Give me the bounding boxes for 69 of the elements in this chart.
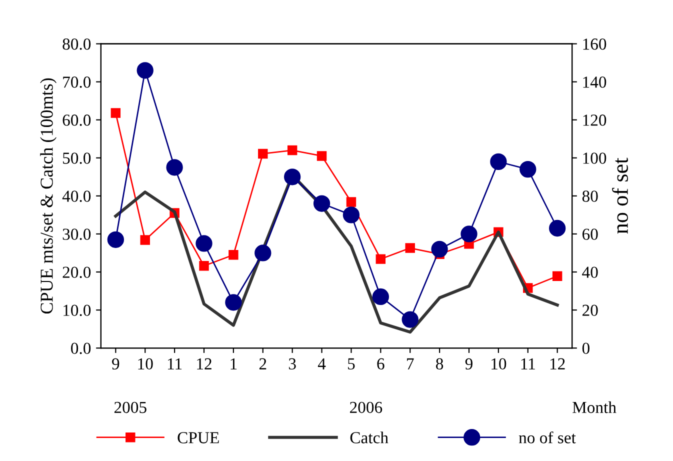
- legend-label: no of set: [518, 431, 576, 444]
- point: [548, 220, 566, 237]
- y2-tick-label: 60: [582, 228, 598, 240]
- point: [287, 145, 298, 156]
- text: 2006: [350, 402, 382, 414]
- y2-tick-label: 120: [583, 114, 606, 126]
- y2-tick-label: 0: [582, 342, 590, 354]
- y2-tick-label: 40: [582, 266, 598, 278]
- x-tick-label: 12: [550, 358, 565, 370]
- point: [316, 151, 327, 161]
- x-tick-label: 3: [288, 358, 296, 370]
- y2-tick-label: 160: [583, 38, 606, 50]
- point: [520, 160, 536, 178]
- point: [254, 244, 272, 262]
- y-tick-label: 0.0: [71, 342, 91, 354]
- y-tick-label: 70.0: [63, 76, 91, 88]
- y2-tick-label: 20: [582, 304, 598, 316]
- y-tick-label: 80.0: [62, 38, 91, 50]
- point: [140, 235, 150, 245]
- point: [225, 294, 242, 311]
- point: [228, 250, 238, 260]
- y-tick-label: 50.0: [63, 152, 91, 164]
- point: [107, 231, 124, 248]
- point: [402, 311, 418, 328]
- point: [460, 226, 478, 242]
- point: [346, 197, 356, 207]
- y-tick-label: 60.0: [62, 114, 91, 126]
- point: [284, 168, 301, 186]
- x-tick-label: 1: [230, 358, 237, 370]
- point: [372, 288, 389, 306]
- x-tick-label: 4: [318, 358, 326, 370]
- legend-label: CPUE: [178, 432, 219, 444]
- x-tick-label: 12: [197, 358, 212, 370]
- y2-tick-label: 80: [582, 190, 598, 202]
- y-tick-label: 30.0: [62, 228, 91, 240]
- point: [342, 206, 360, 224]
- point: [552, 271, 562, 282]
- point: [376, 254, 386, 264]
- text: 2005: [114, 402, 146, 414]
- y2-tick-label: 100: [583, 152, 606, 164]
- point: [196, 235, 212, 252]
- y-tick-label: 10.0: [64, 304, 91, 316]
- point: [166, 159, 183, 176]
- x-tick-label: 8: [436, 358, 444, 370]
- y-axis-title: CPUE mts/set & Catch (100mts): [40, 78, 57, 314]
- point: [431, 240, 448, 258]
- point: [405, 243, 415, 253]
- point: [258, 148, 268, 159]
- point: [490, 153, 507, 170]
- point: [136, 62, 154, 79]
- x-tick-label: 5: [348, 358, 355, 370]
- legend-label: Catch: [350, 432, 388, 444]
- point: [110, 108, 121, 118]
- y2-axis-title: no of set: [612, 158, 628, 234]
- x-tick-label: 9: [465, 358, 472, 370]
- x-tick-label: 10: [138, 358, 153, 370]
- x-tick-label: 6: [377, 358, 384, 370]
- x-tick-label: 11: [168, 358, 182, 370]
- x-tick-label: 11: [521, 358, 535, 370]
- point: [313, 195, 330, 212]
- y-tick-label: 40.0: [62, 190, 91, 202]
- x-axis-title: Month: [572, 401, 616, 414]
- y-tick-label: 20.0: [62, 266, 91, 278]
- x-tick-label: 7: [407, 358, 414, 370]
- point: [199, 261, 209, 271]
- x-tick-label: 10: [492, 358, 506, 370]
- x-tick-label: 9: [112, 358, 120, 370]
- x-tick-label: 2: [259, 358, 266, 370]
- y2-tick-label: 140: [583, 76, 606, 88]
